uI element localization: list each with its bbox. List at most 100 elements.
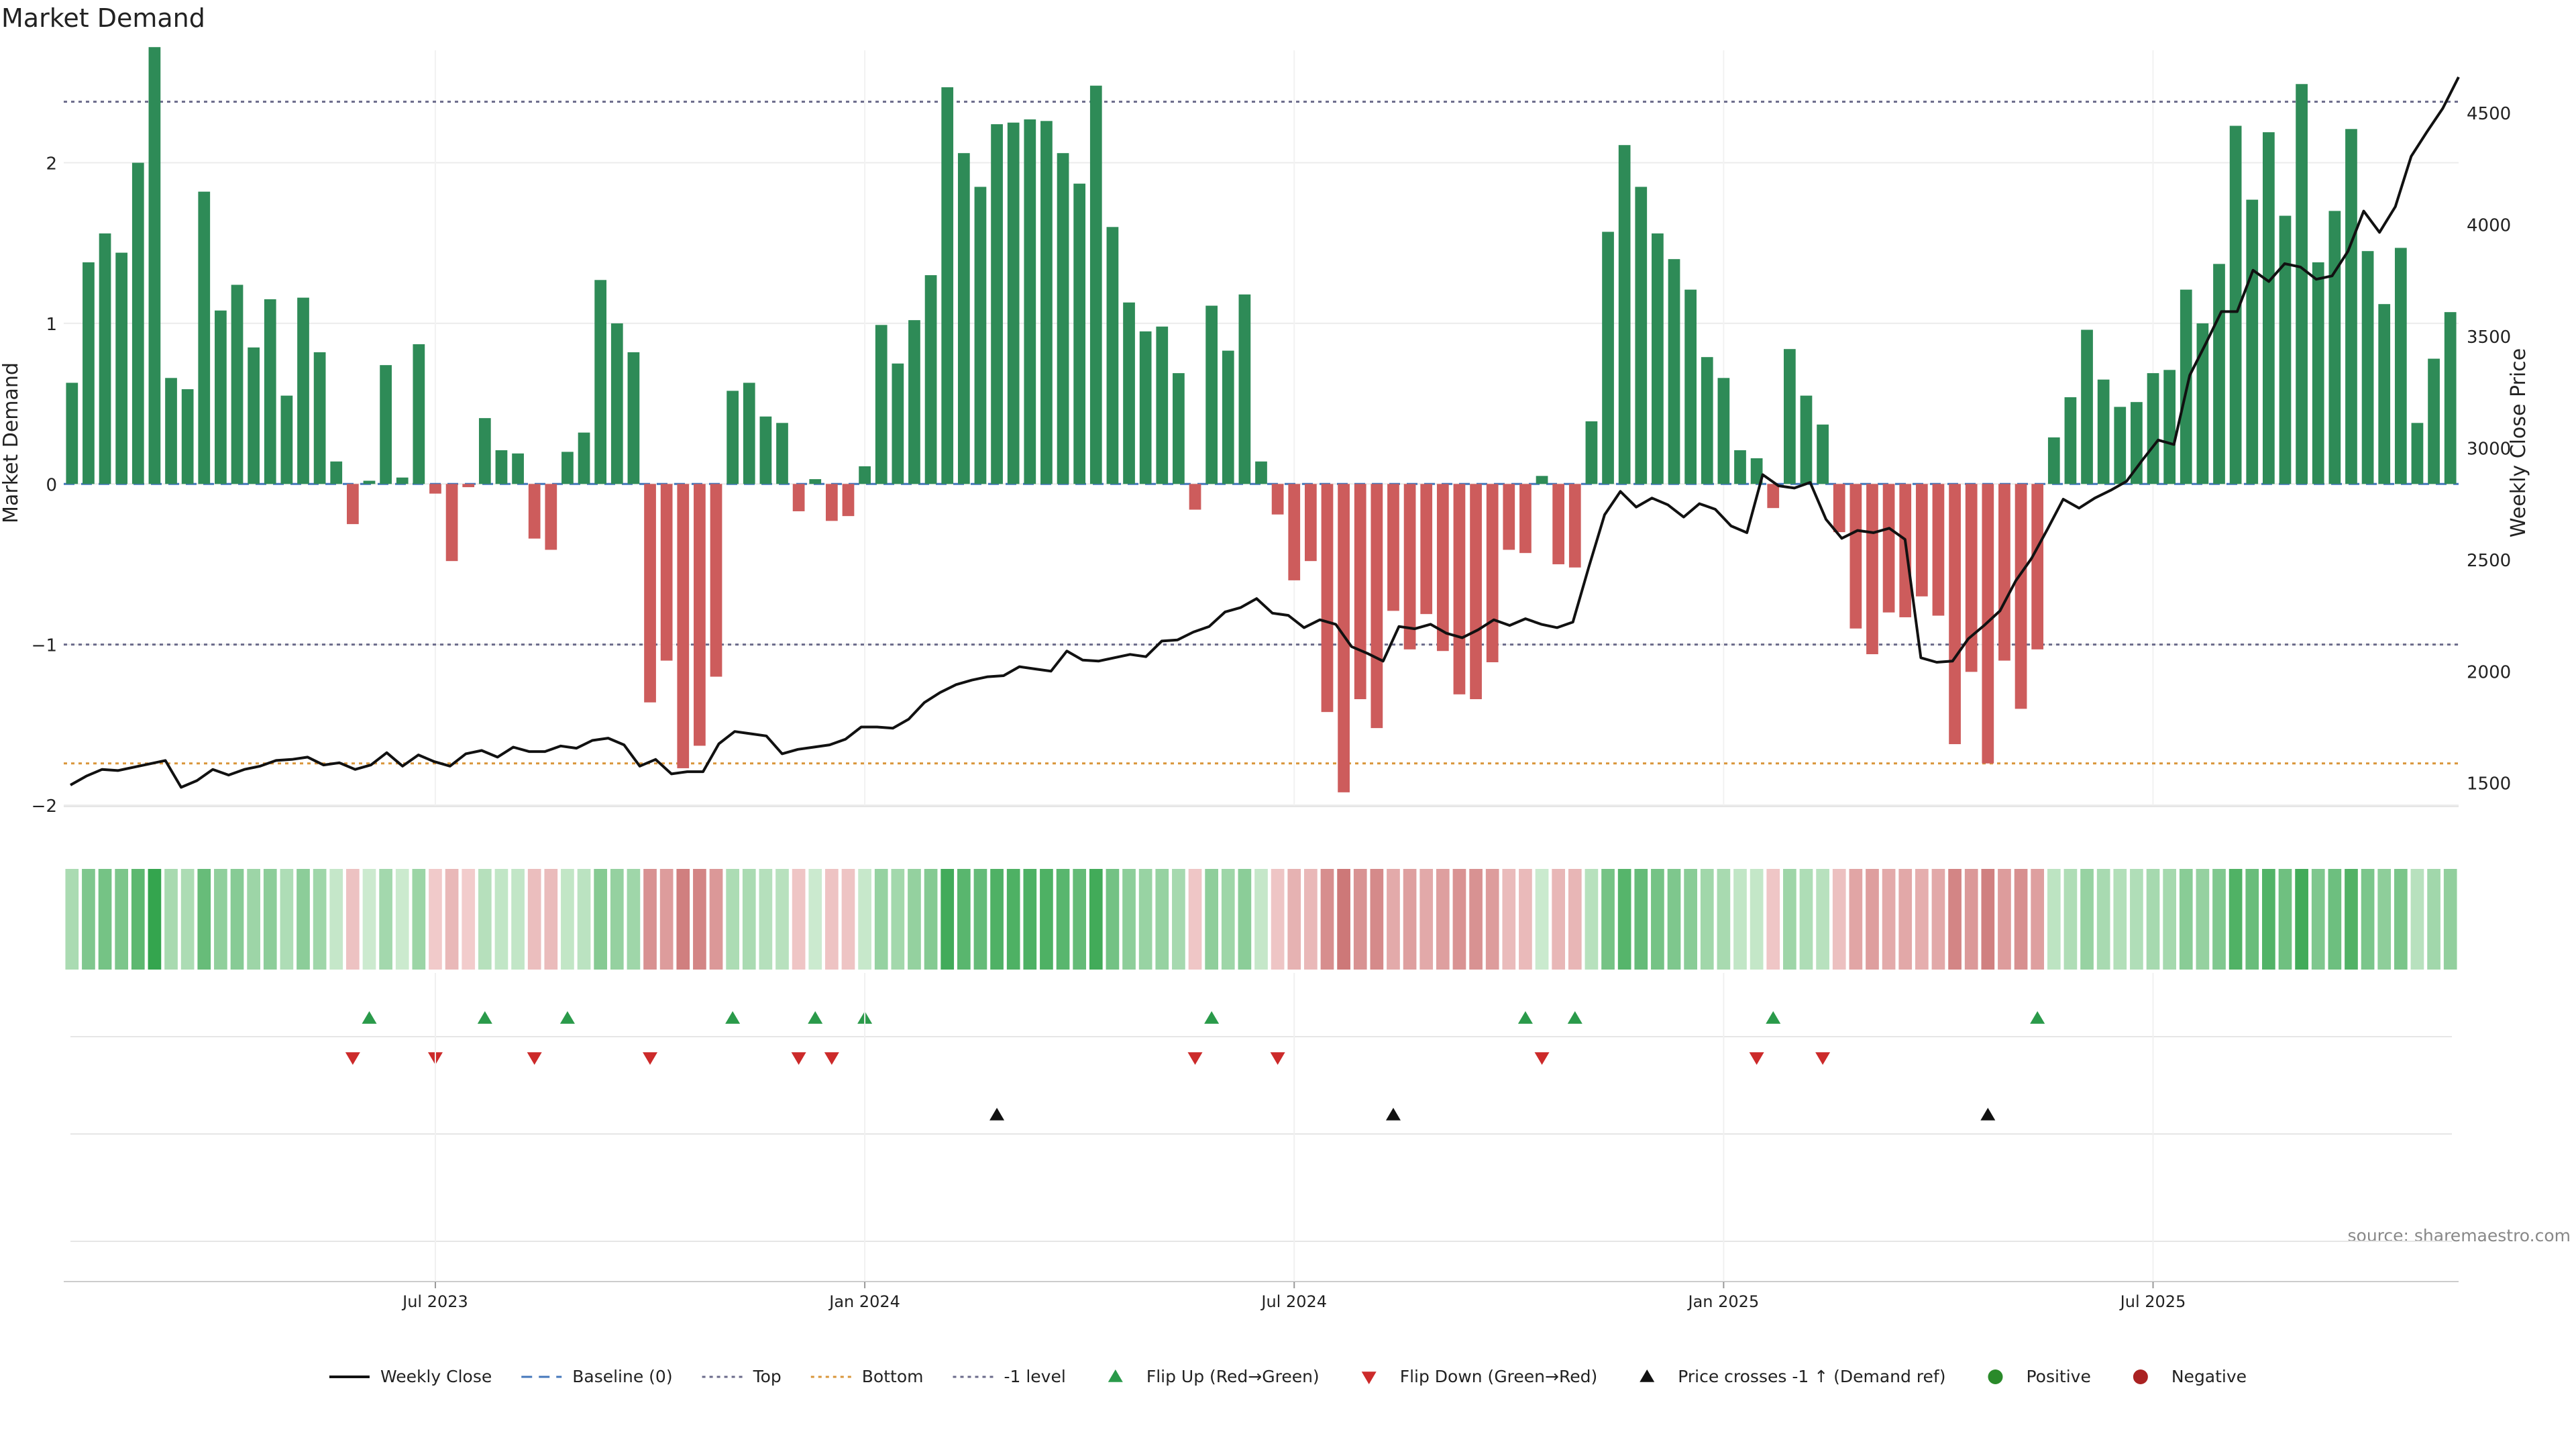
heat-cell bbox=[2361, 869, 2375, 970]
flip-down-marker bbox=[791, 1052, 806, 1065]
demand-bar bbox=[1420, 484, 1433, 615]
heat-cell bbox=[1452, 869, 1466, 970]
demand-bar bbox=[330, 461, 343, 484]
legend-label: Positive bbox=[2026, 1367, 2090, 1386]
heat-cell bbox=[2278, 869, 2292, 970]
demand-bar bbox=[1024, 119, 1036, 484]
heat-cell bbox=[1700, 869, 1714, 970]
heat-cell bbox=[1816, 869, 1829, 970]
x-tick-label: Jul 2024 bbox=[1260, 1292, 1327, 1311]
demand-bar bbox=[1568, 484, 1581, 568]
demand-bar bbox=[66, 382, 78, 484]
source-note: source: sharemaestro.com bbox=[2348, 1226, 2571, 1245]
demand-bar bbox=[1436, 484, 1449, 652]
heat-cell bbox=[2377, 869, 2392, 970]
legend-swatch-triangle bbox=[1640, 1369, 1655, 1382]
heat-cell bbox=[297, 869, 310, 970]
flip-down-marker bbox=[345, 1052, 360, 1065]
demand-bar bbox=[280, 395, 293, 484]
heat-cell bbox=[990, 869, 1004, 970]
demand-bar bbox=[1585, 421, 1598, 484]
right-tick-label: 3500 bbox=[2467, 327, 2511, 348]
demand-bar bbox=[1453, 484, 1466, 694]
heat-cell bbox=[1502, 869, 1516, 970]
heat-cell bbox=[1684, 869, 1697, 970]
heat-cell bbox=[1783, 869, 1796, 970]
heat-cell bbox=[759, 869, 773, 970]
heat-cell bbox=[1981, 869, 1995, 970]
heat-cell bbox=[1849, 869, 1863, 970]
y-axis-label-right: Weekly Close Price bbox=[2507, 348, 2530, 537]
y-ticks: 2 1 0 −1 −2 4500 4000 3500 3000 2500 2000 1500 bbox=[32, 104, 2512, 817]
demand-bar bbox=[1387, 484, 1399, 611]
heat-cell bbox=[1304, 869, 1318, 970]
heat-cell bbox=[263, 869, 277, 970]
heat-cell bbox=[2179, 869, 2193, 970]
demand-bar bbox=[1288, 484, 1301, 580]
heat-cell bbox=[1733, 869, 1747, 970]
demand-bar bbox=[710, 484, 722, 677]
demand-bar bbox=[1932, 484, 1945, 616]
legend-label: Price crosses -1 ↑ (Demand ref) bbox=[1678, 1367, 1945, 1386]
heat-cell bbox=[1882, 869, 1896, 970]
demand-bar bbox=[627, 352, 640, 484]
demand-bar bbox=[792, 484, 805, 511]
legend-item-minus_one: -1 level bbox=[953, 1367, 1066, 1386]
heat-cell bbox=[825, 869, 839, 970]
demand-bar bbox=[842, 484, 855, 517]
heat-cell bbox=[1750, 869, 1764, 970]
demand-bar bbox=[1057, 153, 1069, 484]
weekly-close-line bbox=[70, 76, 2460, 789]
heat-cell bbox=[627, 869, 641, 970]
demand-bar bbox=[1618, 145, 1631, 484]
legend-item-baseline: Baseline (0) bbox=[521, 1367, 673, 1386]
legend-label: Bottom bbox=[862, 1367, 924, 1386]
demand-bar bbox=[1717, 378, 1730, 484]
heat-cell bbox=[1419, 869, 1434, 970]
demand-bar bbox=[512, 453, 524, 484]
demand-bar bbox=[478, 418, 491, 484]
demand-bar bbox=[2296, 84, 2308, 484]
heat-cell bbox=[2212, 869, 2226, 970]
flip-up-marker bbox=[559, 1011, 575, 1024]
demand-bar bbox=[1519, 484, 1532, 554]
flip-up-marker bbox=[1766, 1011, 1781, 1024]
demand-bar bbox=[1271, 484, 1284, 515]
demand-bar bbox=[1849, 484, 1862, 629]
flip-up-marker bbox=[1517, 1011, 1533, 1024]
flip-up-marker bbox=[1567, 1011, 1582, 1024]
legend-swatch-triangle bbox=[1108, 1369, 1123, 1382]
heat-cell bbox=[429, 869, 442, 970]
demand-bar bbox=[1882, 484, 1895, 613]
demand-bar bbox=[1684, 289, 1697, 484]
heat-cell bbox=[1188, 869, 1202, 970]
heat-cell bbox=[594, 869, 608, 970]
heat-cell bbox=[2014, 869, 2028, 970]
flip-down-marker bbox=[1270, 1052, 1285, 1065]
demand-bar bbox=[660, 484, 673, 661]
demand-bar bbox=[1106, 227, 1119, 484]
flip-up-marker bbox=[2030, 1011, 2045, 1024]
heat-cell bbox=[924, 869, 938, 970]
heat-cell bbox=[1238, 869, 1252, 970]
heat-cell bbox=[957, 869, 971, 970]
demand-bar bbox=[1123, 302, 1135, 484]
left-tick-label: 2 bbox=[46, 154, 57, 174]
demand-bar bbox=[1205, 305, 1218, 484]
heat-cell bbox=[709, 869, 723, 970]
demand-bar bbox=[231, 284, 244, 484]
demand-bar bbox=[1354, 484, 1366, 700]
legend-label: -1 level bbox=[1004, 1367, 1065, 1386]
x-tick-label: Jul 2023 bbox=[401, 1292, 468, 1311]
left-tick-label: −1 bbox=[32, 636, 57, 656]
demand-bar bbox=[99, 233, 111, 484]
legend-label: Negative bbox=[2171, 1367, 2247, 1386]
heat-cell bbox=[1552, 869, 1566, 970]
demand-bar bbox=[1783, 349, 1796, 484]
legend-item-negative: Negative bbox=[2133, 1367, 2247, 1386]
flip-up-marker bbox=[725, 1011, 741, 1024]
demand-bar bbox=[1734, 450, 1746, 484]
demand-bar bbox=[264, 299, 276, 484]
demand-bar bbox=[2345, 129, 2357, 484]
demand-bar bbox=[594, 280, 607, 484]
